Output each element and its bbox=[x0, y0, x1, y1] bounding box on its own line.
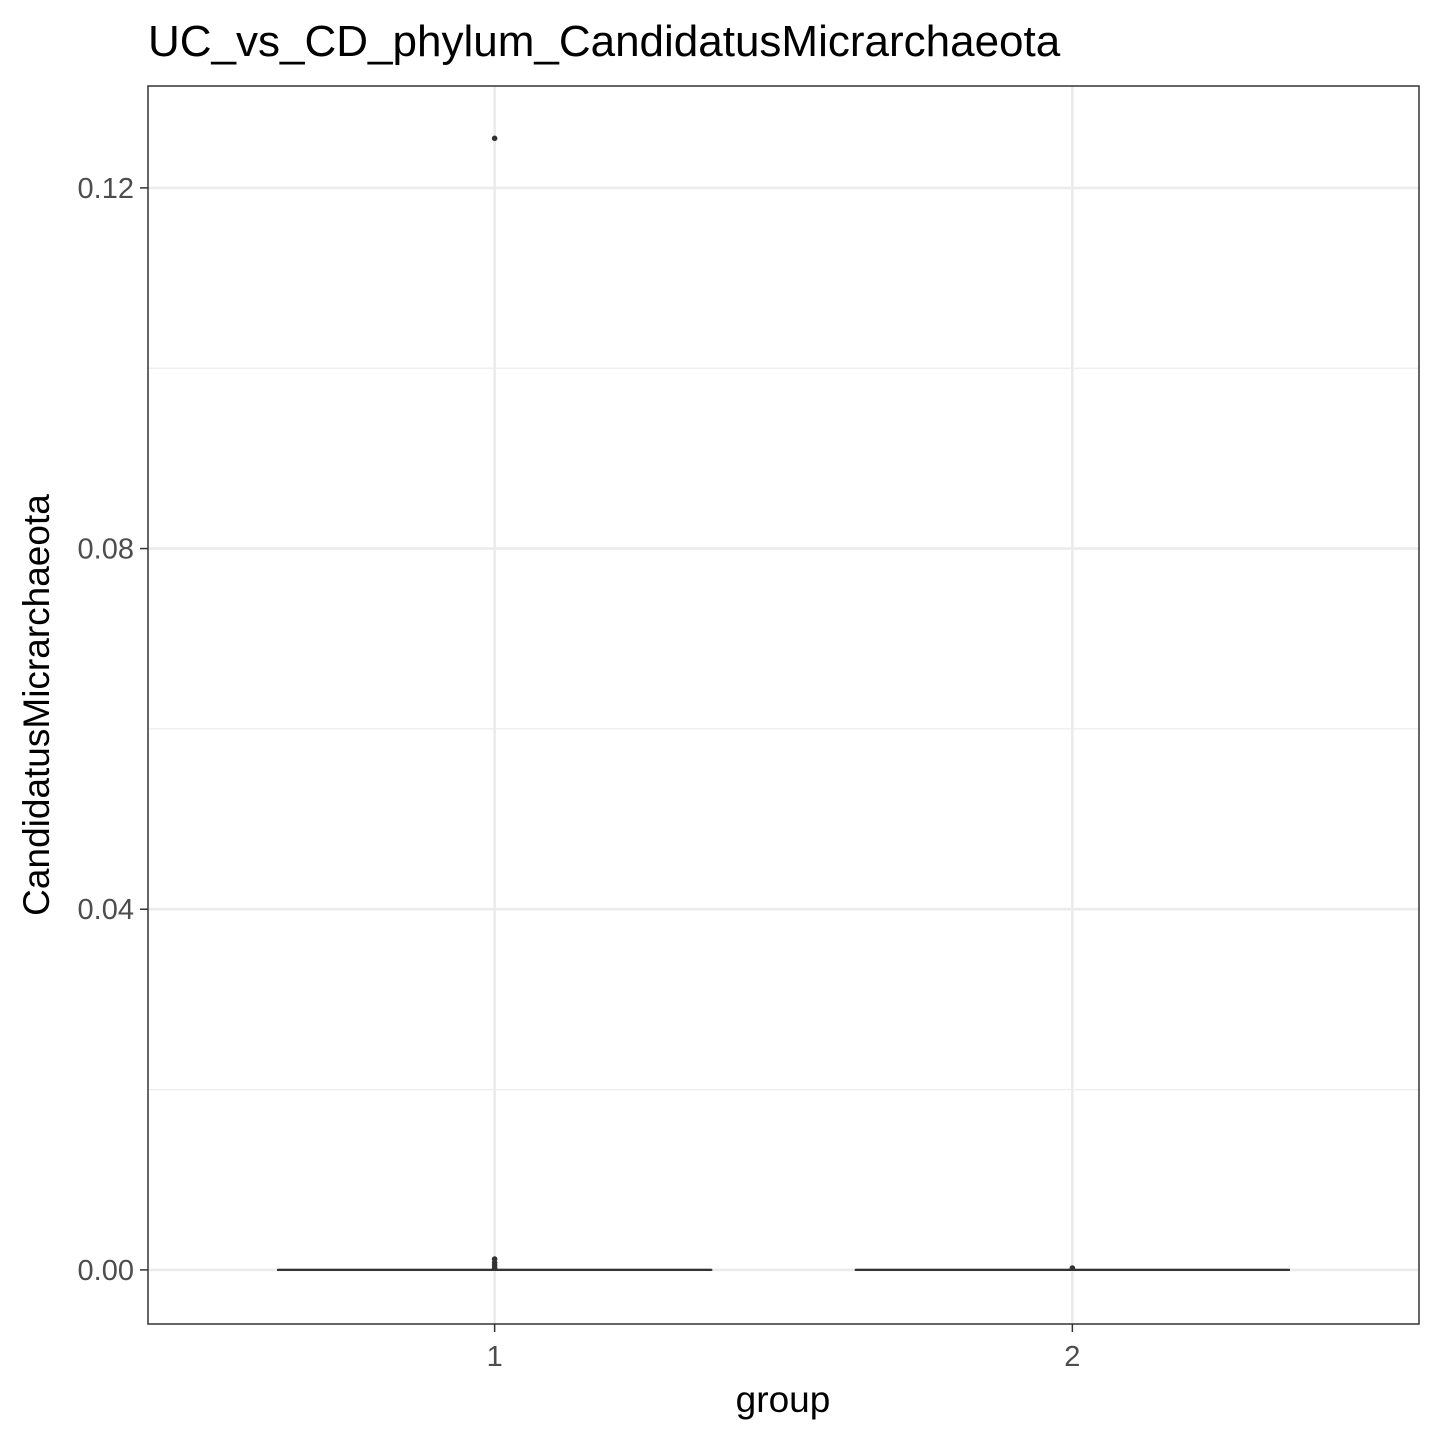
box-marks bbox=[276, 135, 1291, 1271]
x-tick-label: 1 bbox=[487, 1341, 503, 1373]
y-axis-title: CandidatusMicrarchaeota bbox=[16, 494, 57, 916]
x-axis-title: group bbox=[736, 1379, 831, 1420]
y-tick-label: 0.12 bbox=[78, 173, 134, 205]
panel-border bbox=[147, 85, 1420, 1325]
y-tick-label: 0.04 bbox=[78, 894, 134, 926]
y-tick-label: 0.00 bbox=[78, 1255, 134, 1287]
axes: 0.00 0.04 0.08 0.12 1 2 bbox=[78, 173, 1081, 1373]
chart-title: UC_vs_CD_phylum_CandidatusMicrarchaeota bbox=[148, 17, 1061, 66]
y-tick-label: 0.08 bbox=[78, 534, 134, 566]
outlier-point bbox=[491, 135, 498, 142]
outlier-point bbox=[491, 1265, 498, 1271]
x-tick-label: 2 bbox=[1064, 1341, 1080, 1373]
outlier-point bbox=[1069, 1265, 1076, 1271]
